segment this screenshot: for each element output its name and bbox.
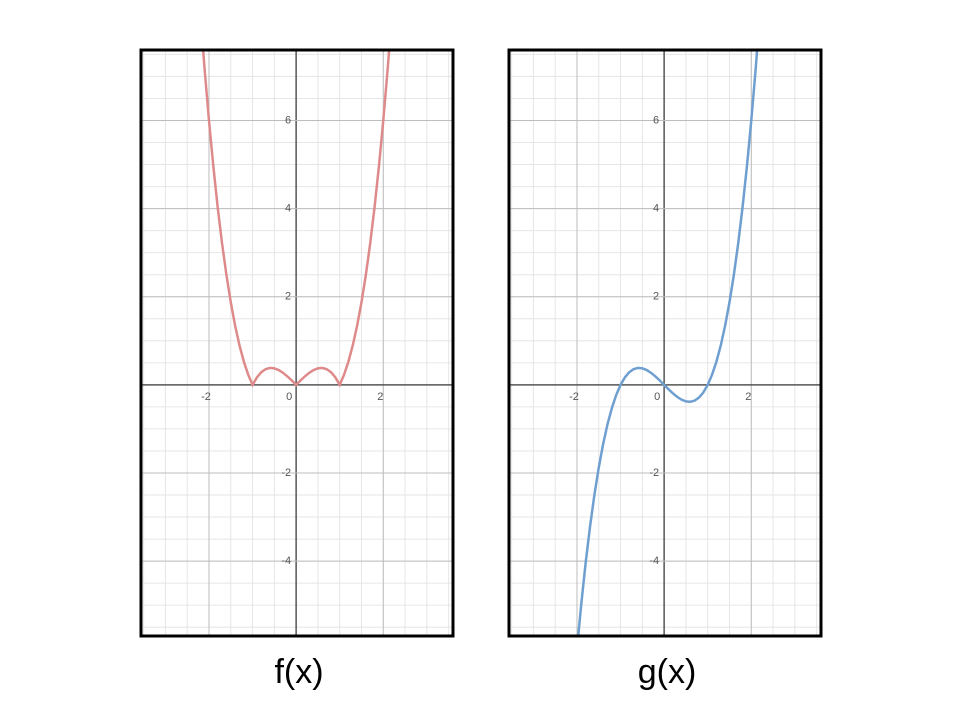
plot-border — [139, 48, 455, 638]
plot: -2 0 2 -4 -2 2 4 6 g(x) — [507, 48, 823, 691]
y-tick-label: -2 — [281, 467, 291, 479]
y-tick-label: -4 — [281, 555, 291, 567]
chart-title: g(x) — [638, 653, 697, 691]
y-tick-label: -4 — [649, 555, 659, 567]
plot-border — [507, 48, 823, 638]
x-tick-label: 0 — [286, 391, 292, 403]
x-tick-label: 2 — [377, 391, 383, 403]
plot: -2 0 2 -4 -2 2 4 6 f(x) — [139, 48, 455, 691]
y-tick-label: 4 — [653, 203, 659, 215]
chart-title: f(x) — [274, 653, 323, 691]
y-tick-label: 2 — [285, 291, 291, 303]
y-tick-label: 2 — [653, 291, 659, 303]
x-tick-label: 0 — [654, 391, 660, 403]
y-tick-label: -2 — [649, 467, 659, 479]
plot-area — [141, 50, 453, 636]
x-tick-label: -2 — [569, 391, 579, 403]
curve — [576, 50, 759, 636]
y-tick-label: 6 — [653, 114, 659, 126]
plot-area — [509, 50, 821, 636]
y-tick-label: 4 — [285, 203, 291, 215]
curve — [201, 50, 391, 388]
x-tick-label: -2 — [201, 391, 211, 403]
x-tick-label: 2 — [745, 391, 751, 403]
y-tick-label: 6 — [285, 114, 291, 126]
